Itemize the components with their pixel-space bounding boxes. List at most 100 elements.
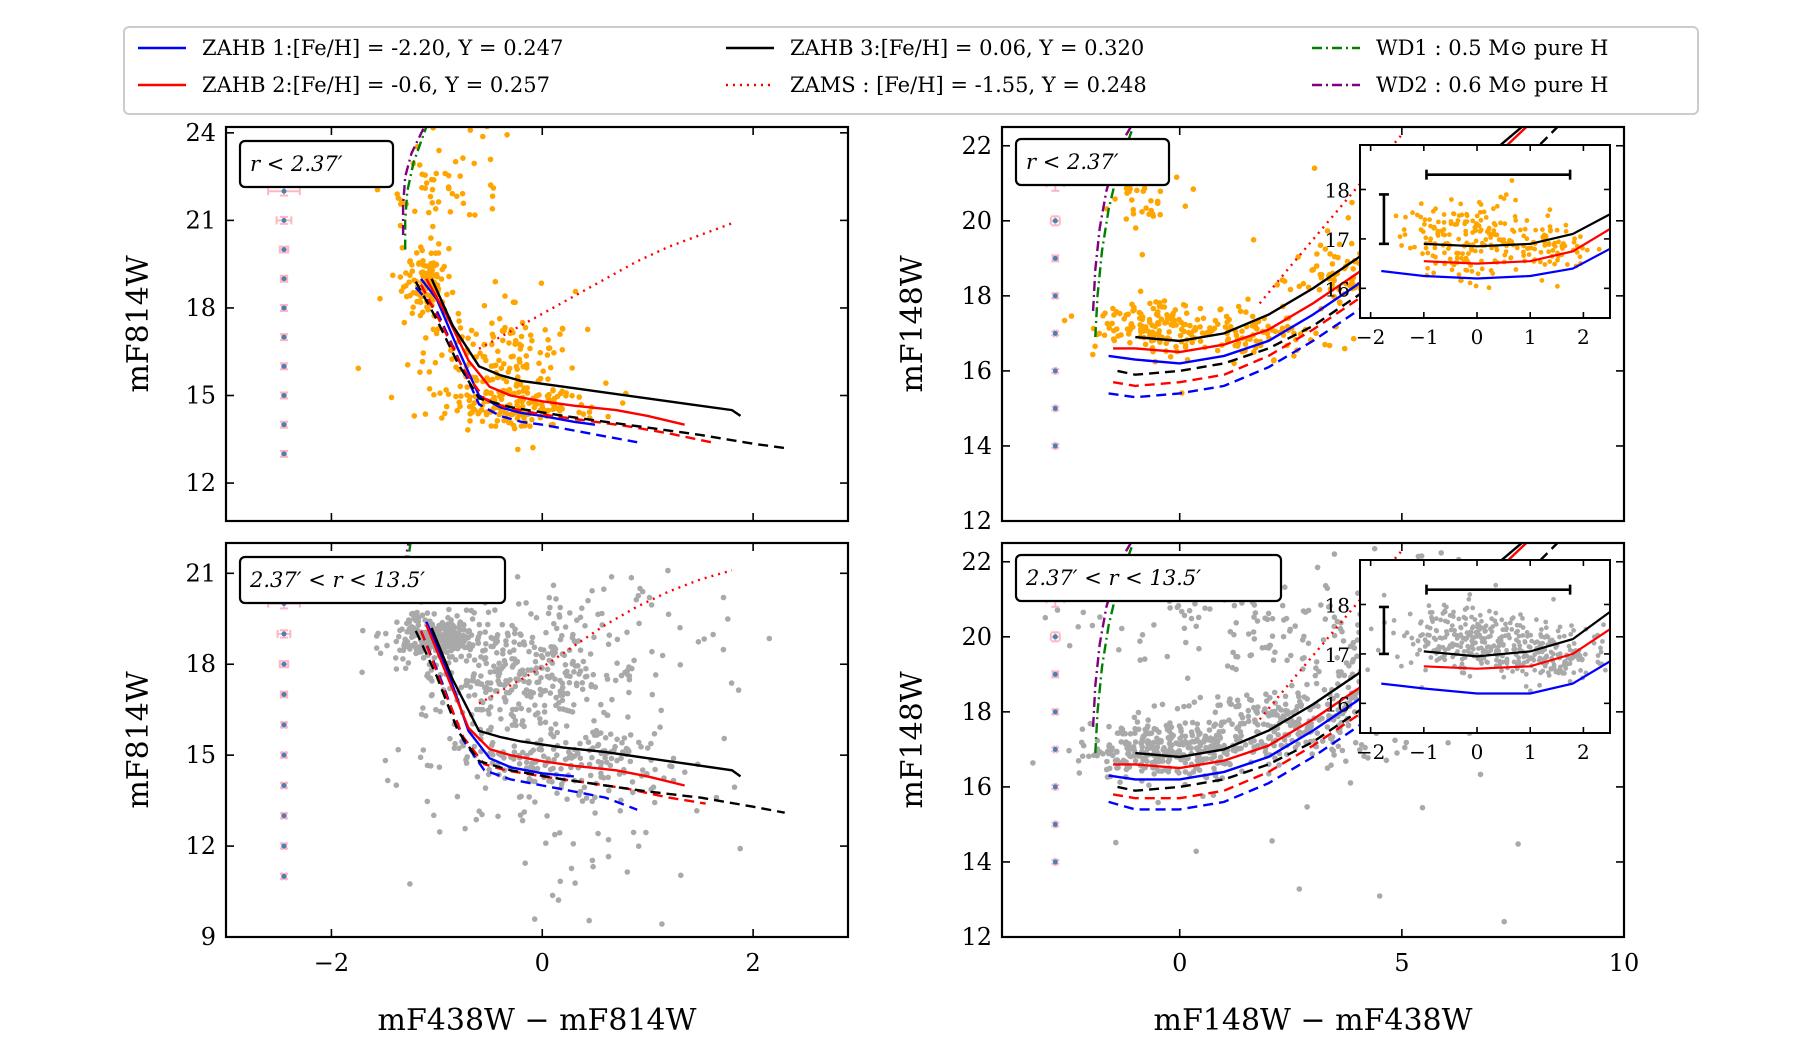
data-point	[1129, 197, 1135, 203]
data-point	[601, 586, 607, 592]
data-point	[428, 763, 434, 769]
curve-zahb1-solid	[425, 621, 575, 778]
data-point	[577, 740, 583, 747]
data-point	[460, 743, 466, 749]
data-point	[1557, 624, 1563, 630]
data-point	[569, 392, 575, 399]
data-point	[478, 673, 484, 679]
error-bar-center	[281, 631, 287, 637]
inset-x-error-bar	[1425, 169, 1572, 180]
data-point	[1418, 201, 1424, 207]
data-point	[1345, 684, 1352, 691]
data-point	[1515, 841, 1521, 847]
data-point	[521, 690, 528, 696]
error-bar-center	[281, 661, 287, 667]
data-point	[1236, 746, 1243, 752]
data-point	[509, 622, 515, 629]
data-point	[435, 199, 442, 205]
data-point	[1331, 752, 1337, 758]
data-point	[1335, 743, 1342, 750]
curve-zahb3-dashed	[414, 630, 785, 814]
data-point	[1159, 701, 1166, 708]
data-point	[431, 263, 437, 269]
data-point	[501, 417, 507, 424]
data-point	[1229, 721, 1235, 727]
data-point	[1423, 235, 1429, 241]
data-point	[1263, 691, 1269, 697]
data-point	[1139, 632, 1146, 638]
data-point	[1235, 724, 1242, 730]
data-point	[541, 702, 548, 709]
data-point	[445, 640, 452, 647]
data-point	[1080, 742, 1087, 749]
data-point	[1155, 312, 1161, 319]
data-point	[558, 766, 564, 772]
data-point	[1524, 236, 1530, 242]
data-point	[1577, 254, 1583, 260]
data-point	[669, 763, 675, 770]
data-point	[540, 368, 546, 375]
data-point	[728, 680, 735, 686]
data-point	[1168, 734, 1175, 741]
data-point	[725, 616, 731, 622]
data-point	[537, 349, 544, 356]
scatter-points	[1365, 582, 1608, 694]
data-point	[605, 774, 611, 781]
data-point	[1477, 632, 1482, 638]
data-point	[563, 739, 569, 746]
data-point	[600, 775, 607, 781]
data-point	[431, 812, 437, 819]
data-point	[455, 310, 462, 317]
data-point	[450, 622, 456, 629]
data-point	[1546, 241, 1552, 246]
data-point	[1397, 234, 1403, 240]
data-point	[1456, 616, 1462, 622]
data-point	[439, 415, 445, 421]
data-point	[1320, 637, 1327, 643]
x-tick: 0	[1172, 543, 1187, 977]
data-point	[1450, 614, 1456, 619]
data-point	[1497, 635, 1502, 641]
data-point	[474, 774, 481, 780]
data-point	[532, 799, 538, 805]
y-tick-label: 14	[961, 432, 992, 460]
model-curves	[401, 127, 785, 450]
error-bars-layer	[1045, 174, 1066, 450]
data-point	[436, 147, 442, 154]
data-point	[503, 680, 509, 687]
data-point	[1595, 653, 1601, 658]
data-point	[599, 622, 605, 628]
error-bar	[279, 303, 288, 312]
error-bar	[279, 274, 289, 283]
data-point	[512, 717, 519, 724]
data-point	[408, 642, 415, 649]
data-point	[1418, 619, 1424, 624]
data-point	[1104, 320, 1111, 327]
x-tick-label: −2	[1356, 325, 1385, 349]
data-point	[509, 656, 515, 662]
data-point	[1296, 716, 1302, 722]
y-tick-label: 15	[185, 741, 216, 769]
data-point	[420, 747, 427, 753]
data-point	[530, 690, 537, 696]
data-point	[505, 632, 511, 639]
y-tick-label: 12	[185, 832, 216, 860]
data-point	[1537, 259, 1543, 265]
data-point	[419, 358, 426, 365]
data-point	[406, 625, 413, 632]
data-point	[1266, 695, 1273, 701]
data-point	[1206, 719, 1212, 726]
data-point	[1486, 644, 1492, 650]
data-point	[576, 394, 582, 400]
data-point	[1314, 251, 1320, 257]
data-point	[497, 706, 503, 713]
data-point	[468, 327, 475, 334]
legend-frame	[123, 26, 1699, 115]
data-point	[474, 377, 480, 384]
data-point	[1449, 267, 1455, 273]
data-point	[1164, 314, 1171, 320]
data-point	[519, 319, 526, 326]
y-tick: 22	[961, 132, 1624, 160]
data-point	[1600, 639, 1605, 644]
error-bar-center	[1052, 330, 1058, 336]
